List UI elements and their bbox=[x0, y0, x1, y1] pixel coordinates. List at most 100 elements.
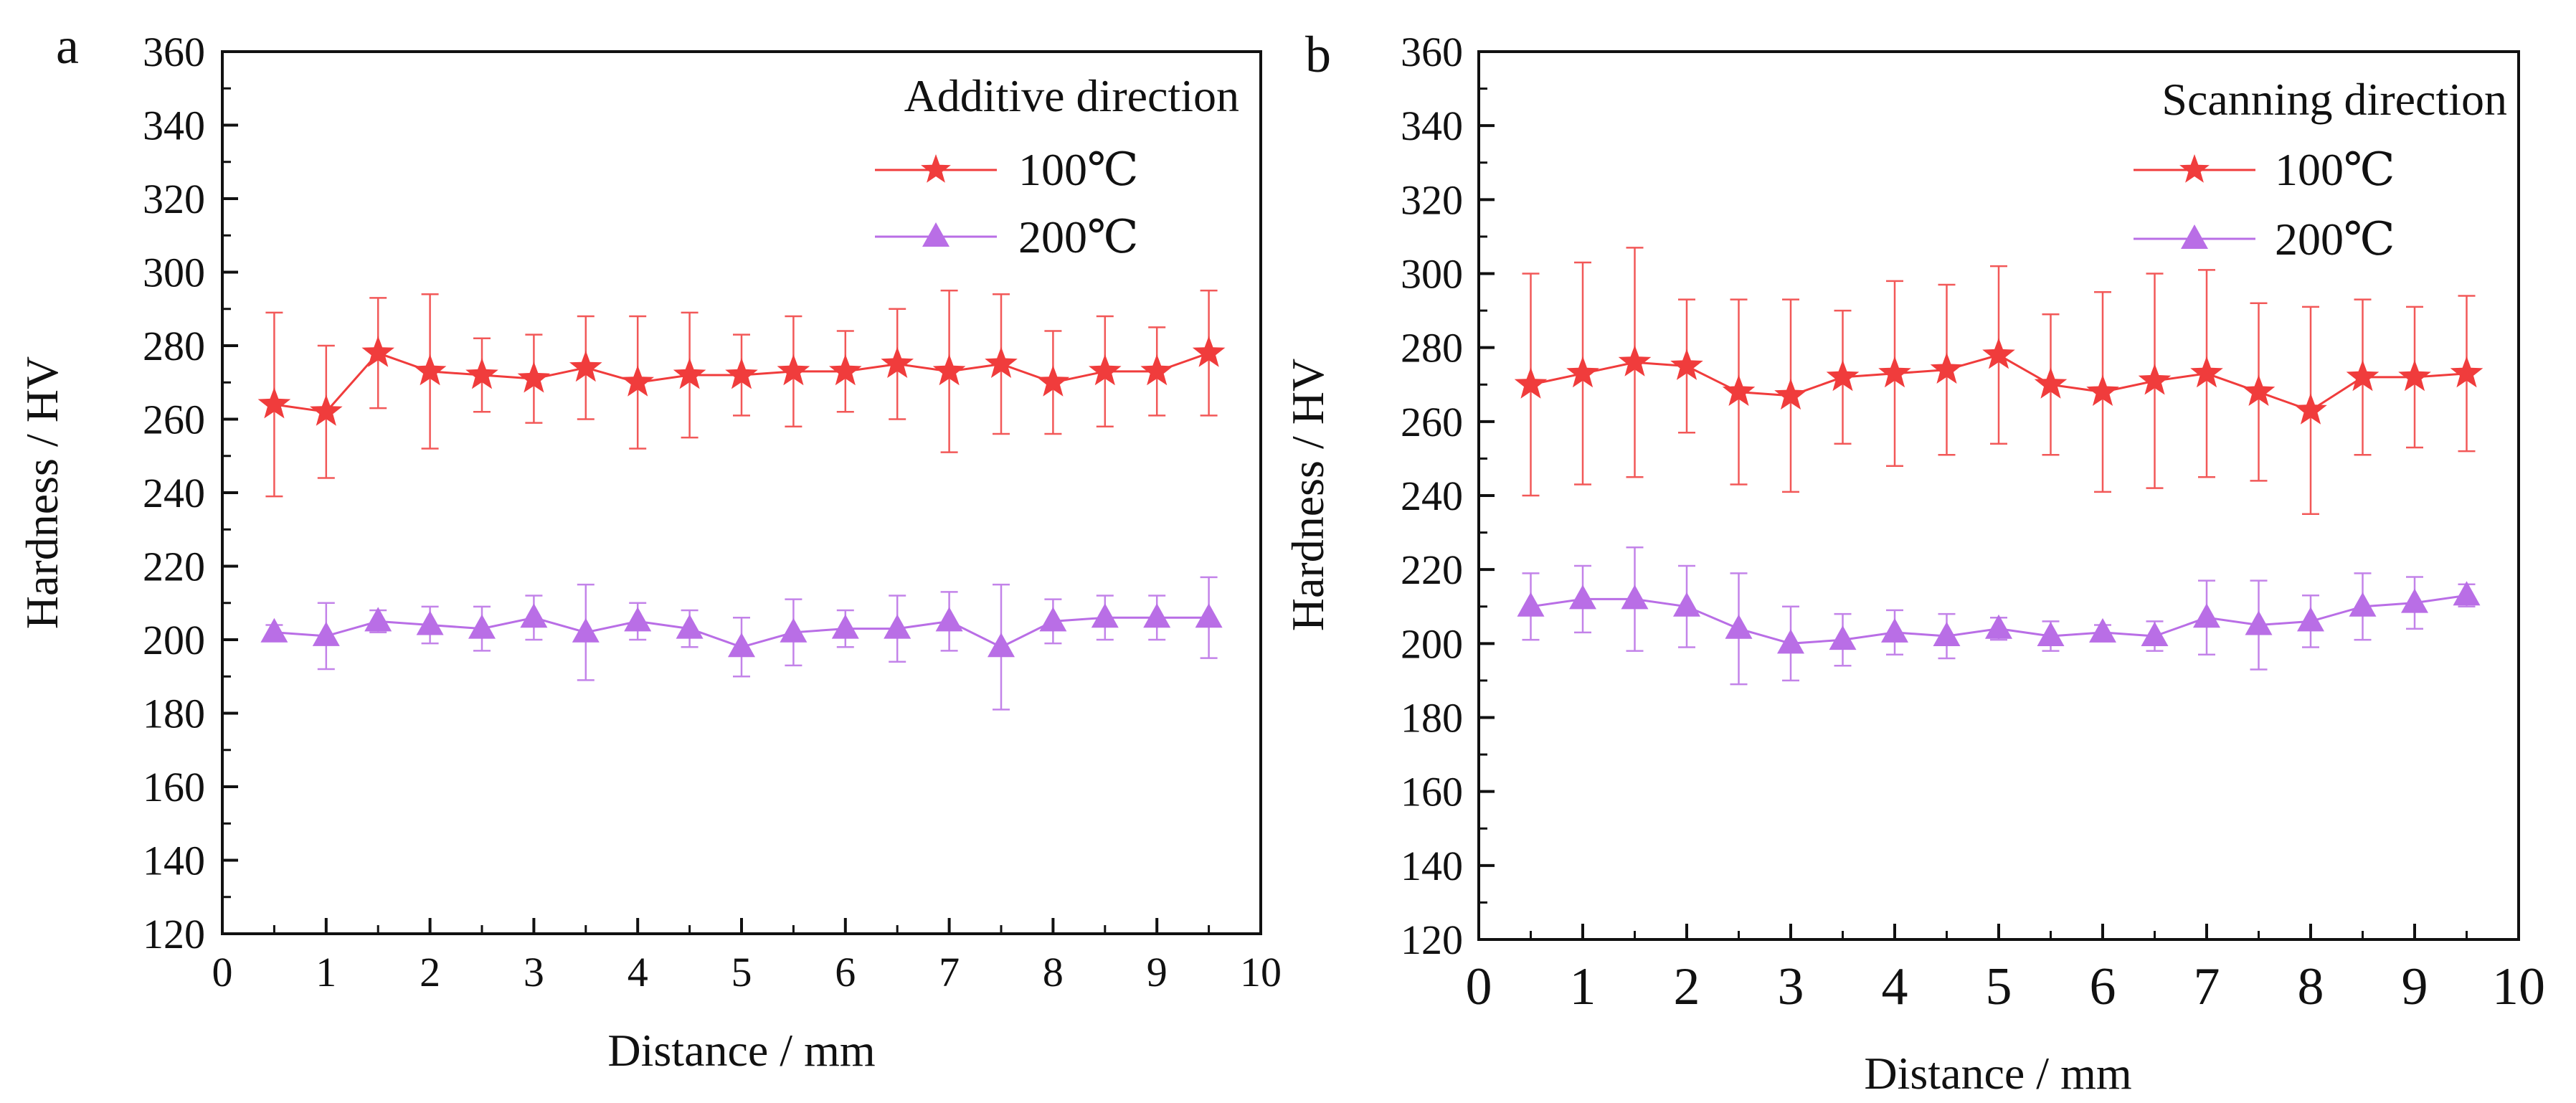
panel-a-series-100-point bbox=[829, 354, 862, 386]
panel-b-series-100-point bbox=[1878, 356, 1911, 388]
panel-b-series-100-point bbox=[2242, 374, 2276, 406]
panel-b-series-100-point bbox=[1514, 367, 1548, 399]
panel-a-series-100-point bbox=[1140, 354, 1173, 386]
panel-b-x-tick-label: 9 bbox=[2402, 957, 2428, 1016]
panel-b-series-100-point bbox=[2346, 359, 2380, 392]
panel-b-series-200-point bbox=[1569, 584, 1596, 610]
panel-a-series-100-point bbox=[361, 336, 394, 367]
panel-b-y-tick-label: 160 bbox=[1401, 769, 1463, 815]
panel-b-y-tick-label: 260 bbox=[1401, 399, 1463, 445]
panel-a-legend-label-200: 200℃ bbox=[1018, 212, 1139, 262]
panel-a-series-100-point bbox=[257, 387, 291, 419]
panel-a-series-200-point bbox=[780, 617, 808, 643]
panel-b-legend: 100℃ 200℃ bbox=[2134, 144, 2395, 265]
panel-b-legend-triangle-icon bbox=[2181, 224, 2208, 249]
panel-b-legend-label-200: 200℃ bbox=[2275, 214, 2395, 265]
panel-b-series-200-point bbox=[2349, 592, 2377, 617]
panel-b-x-tick-label: 8 bbox=[2298, 957, 2324, 1016]
panel-a-series-200-point bbox=[260, 617, 288, 643]
panel-b-y-tick-label: 120 bbox=[1401, 917, 1463, 963]
panel-b-series-200-point bbox=[2453, 581, 2481, 606]
panel-a-series-200-point bbox=[572, 617, 600, 643]
panel-b-series-200-point bbox=[1985, 614, 2012, 639]
panel-b-series-200-point bbox=[1725, 614, 1753, 639]
panel-b-y-axis-title: Hardness / HV bbox=[1282, 359, 1333, 631]
panel-a-series-200-point bbox=[520, 603, 548, 628]
panel-a-series-100-point bbox=[932, 354, 966, 386]
panel-b-series-200-point bbox=[1517, 592, 1545, 617]
panel-b-series-100-point bbox=[2086, 374, 2119, 406]
panel-a-y-tick-label: 320 bbox=[143, 176, 205, 222]
panel-b-series-100-point bbox=[1826, 359, 1860, 392]
panel-a-legend-star-icon bbox=[921, 154, 951, 183]
panel-b-y-tick-label: 200 bbox=[1401, 620, 1463, 667]
panel-a-y-tick-label: 300 bbox=[143, 250, 205, 296]
panel-a-series-200-point bbox=[312, 621, 340, 646]
panel-b-series-100-point bbox=[2034, 367, 2068, 399]
panel-a-series-200-point bbox=[1091, 603, 1119, 628]
panel-a-y-tick-label: 220 bbox=[143, 544, 205, 590]
panel-b-y-tick-label: 220 bbox=[1401, 546, 1463, 593]
panel-a-y-tick-label: 240 bbox=[143, 470, 205, 516]
panel-a-series-100-point bbox=[465, 358, 498, 389]
panel-a-series-200-point bbox=[676, 614, 704, 639]
panel-b-x-tick-label: 7 bbox=[2194, 957, 2220, 1016]
panel-a: a Distance / mm Hardness / HV Additive d… bbox=[16, 17, 1282, 1076]
panel-b-x-tick-label: 5 bbox=[1986, 957, 2012, 1016]
panel-a-chart-title: Additive direction bbox=[904, 70, 1239, 121]
panel-b-y-tick-label: 140 bbox=[1401, 843, 1463, 889]
panel-b-series-200-point bbox=[2193, 603, 2220, 628]
panel-a-x-tick-label: 4 bbox=[628, 949, 648, 995]
panel-b-series-200-point bbox=[2297, 607, 2324, 632]
panel-b-x-tick-label: 6 bbox=[2090, 957, 2116, 1016]
panel-a-y-tick-label: 120 bbox=[143, 911, 205, 957]
panel-a-series-100-point bbox=[621, 365, 654, 397]
panel-b-series-200-point bbox=[2401, 588, 2428, 613]
panel-a-legend-triangle-icon bbox=[922, 222, 950, 247]
panel-a-series-200-point bbox=[884, 614, 911, 639]
panel-a-y-tick-label: 180 bbox=[143, 691, 205, 737]
panel-a-series-100-point bbox=[1192, 336, 1226, 367]
panel-a-x-tick-label: 2 bbox=[420, 949, 440, 995]
panel-a-series-200-point bbox=[728, 633, 755, 658]
panel-a-y-axis-title: Hardness / HV bbox=[16, 356, 67, 629]
panel-a-series-200-point bbox=[935, 607, 963, 632]
panel-a-series-100-point bbox=[569, 350, 602, 382]
panel-b-series-200-point bbox=[1673, 592, 1700, 617]
panel-b-series-200-point bbox=[1881, 617, 1908, 643]
panel-a-series-100-point bbox=[673, 358, 706, 389]
panel-b-series-100-point bbox=[1566, 356, 1599, 388]
panel-b-series-100-point bbox=[1618, 345, 1652, 377]
panel-a-y-tick-label: 260 bbox=[143, 397, 205, 443]
panel-b-y-tick-label: 180 bbox=[1401, 695, 1463, 742]
panel-b-x-tick-label: 3 bbox=[1778, 957, 1804, 1016]
panel-b-series-100-point bbox=[1982, 338, 2015, 369]
panel-b-y-tick-label: 240 bbox=[1401, 473, 1463, 519]
panel-a-series-200-point bbox=[1143, 603, 1171, 628]
panel-b-x-tick-label: 1 bbox=[1570, 957, 1596, 1016]
panel-b-series-200-point bbox=[2037, 622, 2065, 647]
panel-a-x-tick-label: 7 bbox=[939, 949, 960, 995]
panel-b-legend-star-icon bbox=[2179, 154, 2210, 183]
panel-a-series-100-point bbox=[310, 394, 343, 426]
panel-a-y-tick-label: 140 bbox=[143, 838, 205, 884]
panel-a-series-100-point bbox=[1036, 365, 1070, 397]
panel-b-series-100-point bbox=[2190, 356, 2223, 388]
panel-b-legend-label-100: 100℃ bbox=[2275, 144, 2395, 195]
panel-a-legend: 100℃ 200℃ bbox=[875, 144, 1139, 262]
panel-a-series-100-point bbox=[881, 346, 914, 378]
panel-a-series-100-point bbox=[985, 346, 1018, 378]
panel-b-series-200-point bbox=[2245, 610, 2273, 635]
panel-b-x-tick-label: 10 bbox=[2492, 957, 2545, 1016]
panel-b-series-200-point bbox=[1933, 622, 1961, 647]
panel-b-series-100-point bbox=[2450, 356, 2483, 388]
panel-a-y-tick-label: 340 bbox=[143, 103, 205, 149]
panel-a-x-tick-label: 10 bbox=[1240, 949, 1282, 995]
panel-a-series-200-point bbox=[468, 614, 496, 639]
panel-b-y-tick-label: 340 bbox=[1401, 103, 1463, 149]
panel-a-series-100-point bbox=[725, 358, 758, 389]
panel-a-legend-label-100: 100℃ bbox=[1018, 144, 1139, 195]
panel-a-y-tick-label: 360 bbox=[143, 29, 205, 75]
panel-a-x-tick-label: 6 bbox=[835, 949, 856, 995]
